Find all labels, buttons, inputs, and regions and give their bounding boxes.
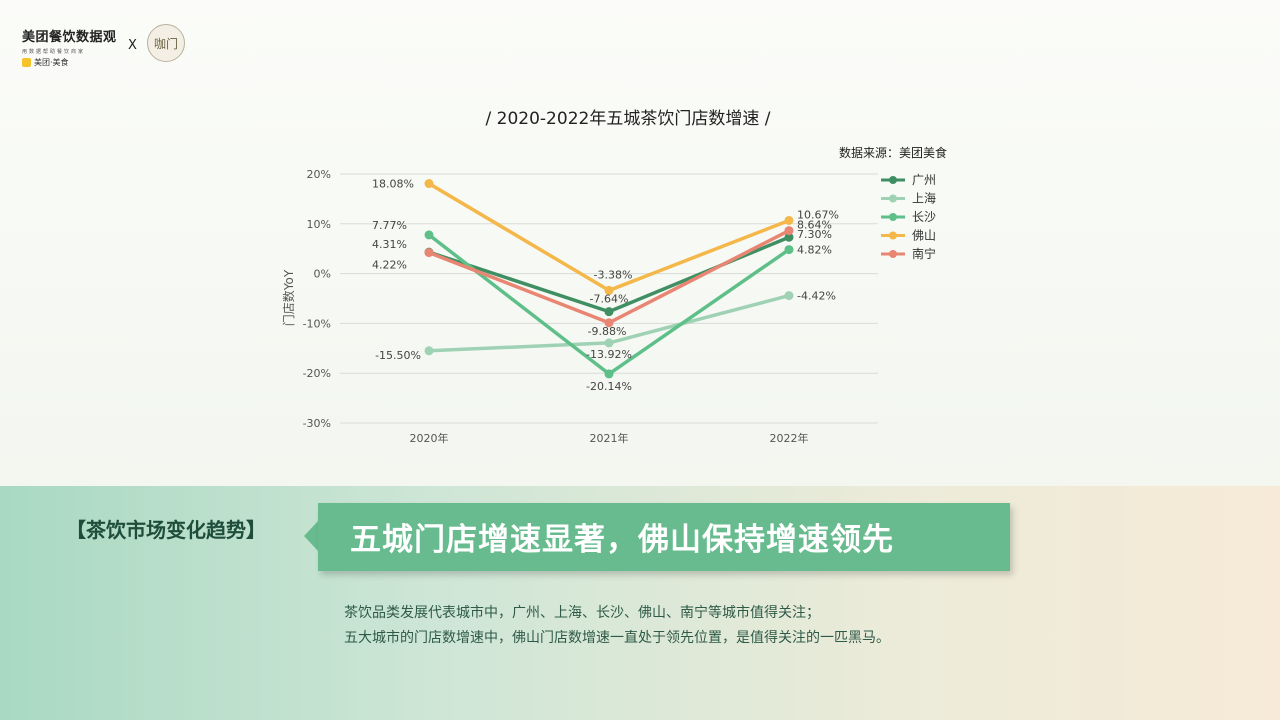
data-label: -7.64%	[590, 293, 629, 306]
headline-banner	[318, 503, 1010, 571]
data-point	[424, 248, 434, 258]
data-point	[604, 307, 614, 317]
legend-label: 佛山	[912, 229, 936, 243]
section-label: 【茶饮市场变化趋势】	[66, 518, 266, 542]
legend-swatch-dot	[889, 176, 897, 184]
data-point	[424, 179, 434, 189]
y-axis-label: 门店数YoY	[281, 269, 296, 326]
data-label: -4.42%	[797, 290, 836, 303]
data-point	[424, 346, 434, 356]
description-line-1: 茶饮品类发展代表城市中，广州、上海、长沙、佛山、南宁等城市值得关注；	[344, 605, 820, 621]
y-tick-label: 20%	[307, 168, 331, 181]
chart-axes: 20% 10% 0% -10% -20% -30% 2020年 2021年 2022年 门店数Yo…	[281, 168, 809, 445]
data-label: -20.14%	[586, 380, 632, 393]
y-tick-label: 0%	[314, 268, 331, 281]
brand-title: 美团餐饮数据观	[22, 30, 117, 45]
data-label: 10.67%	[797, 208, 839, 221]
data-label: 4.22%	[372, 259, 407, 272]
data-point	[604, 369, 614, 379]
chart-title: / 2020-2022年五城茶饮门店数增速 /	[485, 109, 771, 129]
legend-label: 长沙	[912, 210, 936, 224]
data-point	[784, 291, 794, 301]
legend-swatch-dot	[889, 231, 897, 240]
meituan-logo-icon	[22, 58, 31, 67]
data-label: -3.38%	[594, 268, 633, 281]
data-point	[784, 226, 794, 236]
data-label: -13.92%	[586, 348, 632, 361]
data-point	[604, 318, 614, 328]
y-tick-label: -10%	[303, 317, 331, 330]
y-tick-label: -30%	[303, 417, 331, 430]
y-tick-label: -20%	[303, 367, 331, 380]
data-label: 7.77%	[372, 219, 407, 232]
brand-tagline: 用数据帮助餐饮商家	[22, 49, 86, 55]
line-chart: 20% 10% 0% -10% -20% -30% 2020年 2021年 2022年 门店数Yo…	[281, 168, 936, 445]
chart-data-labels: 18.08% 7.77% 4.31% 4.22% -15.50% -3.38% -7.64%…	[372, 178, 839, 393]
data-label: 4.31%	[372, 238, 407, 251]
chart-source: 数据来源：美团美食	[838, 146, 947, 160]
x-tick-label: 2022年	[770, 431, 809, 445]
partner-logo: 咖门	[147, 24, 185, 62]
data-point	[604, 338, 614, 348]
data-point	[424, 230, 434, 240]
partner-logo-text: 咖门	[153, 36, 178, 51]
chart-series	[424, 179, 794, 379]
data-point	[784, 232, 794, 242]
legend-swatch-dot	[889, 213, 897, 221]
brand-logo: 美团餐饮数据观 用数据帮助餐饮商家 美团·美食	[22, 26, 132, 68]
brand-subtitle-text: 美团·美食	[34, 58, 69, 67]
data-label: 18.08%	[372, 178, 414, 191]
data-label: -15.50%	[375, 349, 421, 362]
collab-cross: X	[128, 38, 137, 53]
description-line-2: 五大城市的门店数增速中，佛山门店数增速一直处于领先位置，是值得关注的一匹黑马。	[344, 630, 890, 646]
data-point	[784, 245, 794, 255]
data-label: 8.64%	[797, 219, 832, 232]
data-point	[784, 215, 794, 225]
brand-subtitle: 美团·美食	[22, 57, 132, 68]
data-label: 4.82%	[797, 244, 832, 257]
y-tick-label: 10%	[307, 218, 331, 231]
data-label: 7.30%	[797, 228, 832, 241]
headline-text: 五城门店增速显著，佛山保持增速领先	[350, 522, 894, 558]
legend-label: 南宁	[912, 246, 936, 261]
headline-arrow	[304, 520, 319, 552]
legend-swatch-dot	[889, 194, 897, 203]
legend-swatch-dot	[889, 250, 897, 258]
x-tick-label: 2020年	[410, 431, 449, 445]
x-tick-label: 2021年	[590, 431, 629, 445]
data-point	[604, 285, 614, 295]
chart-grid	[340, 173, 878, 424]
legend-label: 广州	[912, 173, 936, 187]
legend-label: 上海	[912, 191, 936, 206]
data-label: -9.88%	[588, 325, 627, 338]
